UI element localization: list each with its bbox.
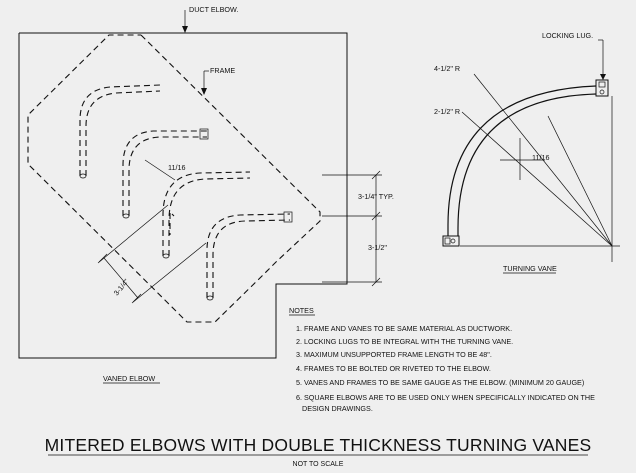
vane-inner-arc: [457, 93, 597, 236]
duct-elbow-arrow-icon: [182, 26, 188, 33]
locking-lug-top: [595, 79, 609, 97]
turning-vane: [206, 211, 293, 301]
spacing-label: 3-1/2": [368, 243, 387, 252]
diagonal-spacing-label: 3-1/4": [112, 277, 131, 298]
turning-vane-caption: TURNING VANE: [503, 264, 557, 273]
notes-heading: NOTES: [289, 306, 314, 315]
turning-vane-detail: [442, 39, 620, 262]
thickness-label: 11/16: [168, 163, 185, 172]
locking-lug-bottom: [442, 235, 460, 247]
note-item: 2. LOCKING LUGS TO BE INTEGRAL WITH THE …: [296, 337, 513, 346]
turning-vane: [122, 128, 209, 219]
vertical-dimension: [322, 170, 382, 287]
note-item: 3. MAXIMUM UNSUPPORTED FRAME LENGTH TO B…: [296, 350, 492, 359]
frame-label: FRAME: [210, 66, 235, 75]
turning-vane: [79, 84, 161, 179]
diagonal-dimension: [97, 204, 207, 304]
note-item: DESIGN DRAWINGS.: [302, 404, 373, 413]
notes-block: NOTES 1. FRAME AND VANES TO BE SAME MATE…: [289, 306, 595, 413]
radius-line-inner: [461, 111, 613, 247]
drawing-subtitle: NOT TO SCALE: [293, 461, 344, 468]
vane-thickness-label: 11/16: [532, 153, 549, 162]
duct-elbow-label: DUCT ELBOW.: [189, 5, 238, 14]
note-item: 5. VANES AND FRAMES TO BE SAME GAUGE AS …: [296, 378, 584, 387]
duct-elbow-outline: [18, 32, 348, 359]
spacing-typ-label: 3-1/4" TYP.: [358, 192, 394, 201]
note-item: 4. FRAMES TO BE BOLTED OR RIVETED TO THE…: [296, 364, 491, 373]
turning-vanes: [79, 84, 293, 301]
inner-radius-label: 2-1/2" R: [434, 107, 460, 116]
locking-lug-label: LOCKING LUG.: [542, 31, 593, 40]
note-item: 6. SQUARE ELBOWS ARE TO BE USED ONLY WHE…: [296, 393, 595, 402]
drawing-title: MITERED ELBOWS WITH DOUBLE THICKNESS TUR…: [45, 435, 592, 455]
frame-outline: [27, 34, 321, 323]
note-item: 1. FRAME AND VANES TO BE SAME MATERIAL A…: [296, 324, 512, 333]
turning-vane: [162, 171, 251, 259]
locking-lug-arrow-icon: [600, 74, 606, 80]
vaned-elbow-caption: VANED ELBOW: [103, 374, 155, 383]
thickness-leader: [144, 159, 176, 181]
outer-radius-label: 4-1/2" R: [434, 64, 460, 73]
vaned-elbow-drawing: [18, 10, 382, 359]
frame-arrow-icon: [201, 88, 207, 95]
turning-vane: [169, 213, 175, 235]
